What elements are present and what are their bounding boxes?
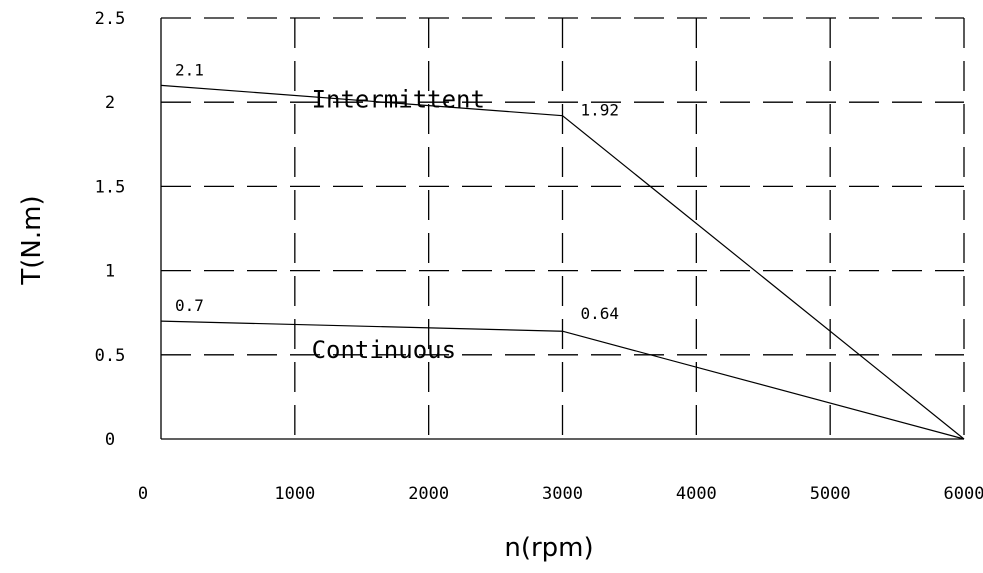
series-name-label: Continuous [312,336,457,364]
tick-labels: 0 1000 2000 3000 4000 5000 6000 0 0.5 1 1.5 2 2.5 [95,9,983,504]
x-tick-label: 6000 [944,484,983,504]
data-label: 1.92 [581,101,620,120]
y-axis-title: T(N.m) [17,195,47,285]
x-tick-label: 2000 [408,484,449,504]
y-tick-label: 1.5 [95,177,126,197]
data-label: 0.64 [581,304,620,323]
series-name-label: Intermittent [312,85,485,113]
data-label: 2.1 [175,60,204,79]
series-line-1 [160,320,965,440]
y-tick-label: 0 [105,430,115,450]
x-tick-label: 1000 [274,484,315,504]
series-layer [160,84,965,440]
series-line-0 [160,84,965,440]
y-tick-label: 1 [105,262,115,282]
x-tick-label: 5000 [810,484,851,504]
data-label: 0.7 [175,296,204,315]
data-labels: 2.1 1.92 0.7 0.64 Intermittent Continuous [175,60,619,364]
x-tick-label: 3000 [542,484,583,504]
x-tick-label: 0 [138,484,148,504]
y-tick-label: 0.5 [95,346,126,366]
grid-layer [160,17,965,440]
y-tick-label: 2.5 [95,9,126,29]
y-tick-label: 2 [105,93,115,113]
x-axis-title: n(rpm) [504,533,593,563]
x-tick-label: 4000 [676,484,717,504]
